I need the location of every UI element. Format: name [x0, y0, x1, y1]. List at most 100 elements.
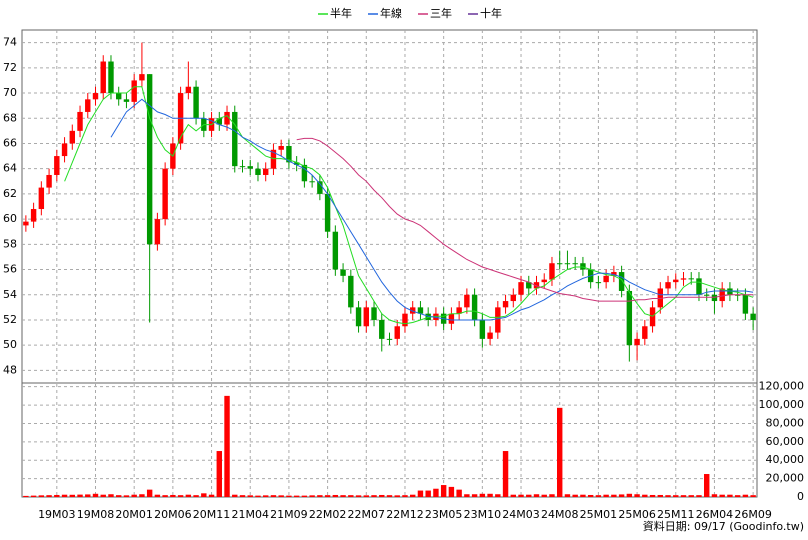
y-tick-label: 60 — [3, 212, 17, 225]
volume-bar — [665, 495, 671, 497]
candle-body — [23, 221, 29, 226]
volume-bar — [719, 494, 725, 497]
y-tick-label: 68 — [3, 111, 17, 124]
candle-body — [448, 313, 455, 324]
volume-bar — [54, 494, 60, 497]
volume-bar — [595, 495, 602, 497]
candle-body — [100, 61, 106, 94]
volume-bar — [85, 494, 91, 497]
volume-bar — [177, 495, 184, 497]
ma-line — [296, 137, 754, 302]
candle-body — [541, 279, 547, 283]
volume-bar — [495, 494, 501, 497]
volume-bar — [402, 495, 408, 497]
candle-body — [611, 272, 617, 276]
y2-tick-label: 100,000 — [759, 398, 805, 411]
volume-bar — [116, 495, 122, 497]
candle-body — [293, 162, 300, 165]
volume-bar — [742, 494, 749, 497]
volume-bar — [317, 495, 323, 497]
x-tick-label: 22M07 — [348, 508, 386, 521]
candle-body — [742, 294, 749, 314]
y-tick-label: 48 — [3, 363, 17, 376]
x-tick-label: 19M08 — [77, 508, 115, 521]
plot-frame — [21, 29, 758, 498]
candle-body — [146, 74, 153, 245]
volume-bar — [100, 494, 106, 497]
volume-bar — [293, 495, 300, 497]
volume-bar — [433, 488, 439, 497]
volume-bar — [301, 495, 308, 497]
volume-bar — [201, 493, 207, 497]
candle-body — [394, 326, 400, 339]
volume-bar — [224, 395, 230, 497]
volume-bar — [464, 494, 470, 497]
candle-body — [642, 326, 648, 339]
volume-bar — [371, 495, 377, 497]
volume-bar — [526, 494, 532, 497]
candle-body — [688, 278, 694, 280]
candle-body — [216, 118, 222, 125]
candle-body — [510, 294, 516, 302]
volume-bar — [324, 495, 331, 497]
candle-body — [410, 307, 416, 314]
candle-body — [270, 149, 277, 169]
candle-body — [564, 263, 571, 265]
volume-bar — [673, 495, 679, 497]
candle-body — [433, 313, 439, 320]
candle-body — [355, 307, 362, 327]
candle-body — [139, 74, 145, 81]
y2-tick-label: 80,000 — [766, 416, 805, 429]
candle-body — [154, 219, 161, 245]
volume-bar — [634, 494, 640, 497]
candle-body — [711, 294, 718, 302]
candle-body — [704, 294, 710, 296]
candle-body — [232, 111, 238, 167]
volume-bar — [162, 495, 168, 497]
candle-body — [108, 61, 114, 94]
y2-tick-label: 0 — [797, 490, 804, 503]
volume-bar — [193, 495, 199, 497]
candle-body — [603, 275, 609, 283]
candle-body — [185, 86, 192, 94]
volume-bar — [208, 494, 215, 497]
volume-bar — [456, 489, 462, 497]
volume-bar — [348, 495, 354, 497]
candle-body — [719, 288, 725, 302]
candle-body — [580, 263, 586, 270]
candle-body — [286, 145, 292, 163]
y-tick-label: 52 — [3, 313, 17, 326]
volume-bar — [69, 494, 75, 497]
volume-bar — [61, 494, 68, 497]
volume-bar — [425, 490, 431, 497]
volume-bar — [232, 494, 238, 497]
volume-bar — [92, 493, 99, 497]
candle-body — [278, 145, 284, 150]
volume-bar — [30, 495, 37, 497]
volume-bar — [734, 495, 741, 497]
candle-body — [371, 307, 377, 320]
volume-bar — [355, 495, 362, 497]
candle-body — [549, 263, 555, 280]
volume-bar — [154, 494, 161, 497]
volume-bar — [270, 495, 277, 497]
volume-bar — [587, 494, 594, 497]
ma-line — [64, 86, 754, 325]
candle-body — [402, 313, 408, 327]
candle-body — [533, 282, 540, 289]
candle-body — [239, 166, 246, 168]
ma-line — [110, 98, 754, 321]
volume-bar — [185, 494, 192, 497]
y-tick-label: 74 — [3, 36, 17, 49]
candle-body — [348, 275, 354, 308]
candle-body — [263, 168, 269, 175]
volume-bar — [657, 494, 663, 497]
candle-body — [727, 288, 733, 295]
candle-body — [618, 272, 625, 291]
volume-bar — [688, 495, 694, 497]
volume-bar — [146, 489, 153, 497]
volume-bar — [38, 495, 45, 497]
volume-bar — [711, 494, 718, 497]
volume-bar — [363, 495, 369, 497]
